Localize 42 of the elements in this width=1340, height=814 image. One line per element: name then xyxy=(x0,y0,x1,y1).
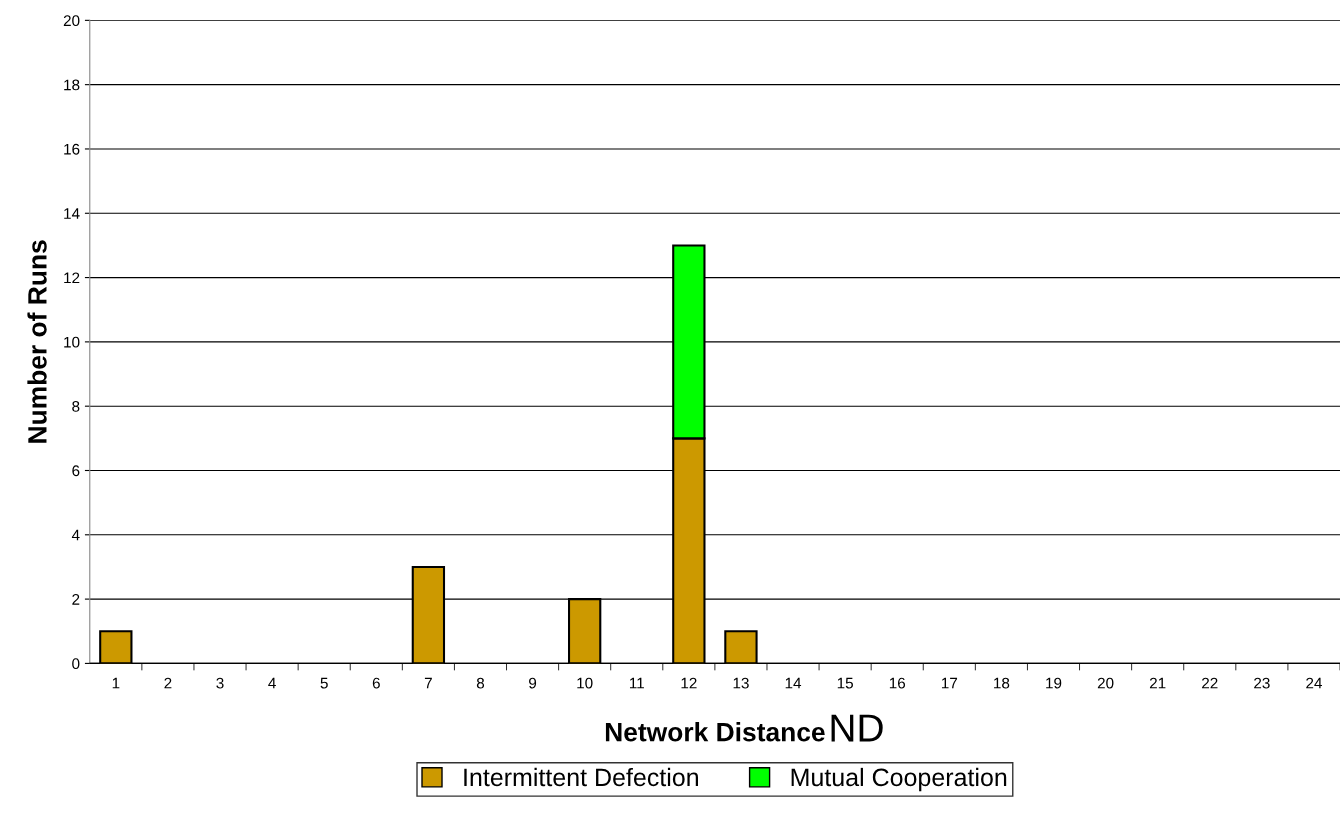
y-tick-label: 14 xyxy=(64,208,80,219)
x-tick-label: 12 xyxy=(681,677,697,689)
x-tick-label: 18 xyxy=(994,677,1010,689)
x-tick-label: 24 xyxy=(1306,677,1322,689)
x-tick-label: 6 xyxy=(372,677,380,689)
x-tick-label: 13 xyxy=(733,677,749,689)
x-tick-label: 10 xyxy=(577,677,593,689)
x-tick-label: 16 xyxy=(889,677,906,689)
y-tick-label: 12 xyxy=(64,272,80,284)
y-tick-label: 6 xyxy=(72,465,80,477)
y-tick-label: 10 xyxy=(64,336,80,348)
x-tick-label: 7 xyxy=(424,677,432,689)
y-axis-title: Number of Runs xyxy=(27,240,47,443)
y-tick-label: 4 xyxy=(71,529,80,541)
y-tick-label: 0 xyxy=(72,658,80,670)
legend-label: Mutual Cooperation xyxy=(791,767,1007,792)
x-tick-label: 22 xyxy=(1202,677,1218,689)
x-tick-label: 11 xyxy=(629,677,644,689)
x-tick-label: 19 xyxy=(1046,677,1062,689)
text: ND xyxy=(831,714,883,742)
x-tick-label: 21 xyxy=(1149,677,1166,689)
x-tick-label: 1 xyxy=(112,677,120,689)
x-tick-label: 14 xyxy=(785,677,802,689)
y-tick-label: 20 xyxy=(63,15,80,27)
x-tick-label: 4 xyxy=(268,677,276,689)
x-tick-label: 3 xyxy=(216,677,224,689)
x-tick-label: 15 xyxy=(837,677,853,689)
x-tick-label: 17 xyxy=(941,677,958,689)
x-tick-label: 20 xyxy=(1097,677,1114,689)
x-tick-label: 2 xyxy=(164,677,172,689)
x-tick-label: 23 xyxy=(1254,677,1270,689)
x-tick-label: 8 xyxy=(476,677,485,689)
x-tick-label: 9 xyxy=(529,677,537,689)
x-tick-label: 5 xyxy=(320,677,328,689)
y-tick-label: 8 xyxy=(72,401,80,412)
legend-label: Intermittent Defection xyxy=(464,767,698,787)
bar xyxy=(724,630,758,664)
y-tick-label: 16 xyxy=(64,143,80,155)
y-tick-label: 2 xyxy=(72,593,80,605)
y-tick-label: 18 xyxy=(64,79,80,91)
x-axis-title: Network Distance xyxy=(605,722,825,742)
bar xyxy=(99,630,133,664)
